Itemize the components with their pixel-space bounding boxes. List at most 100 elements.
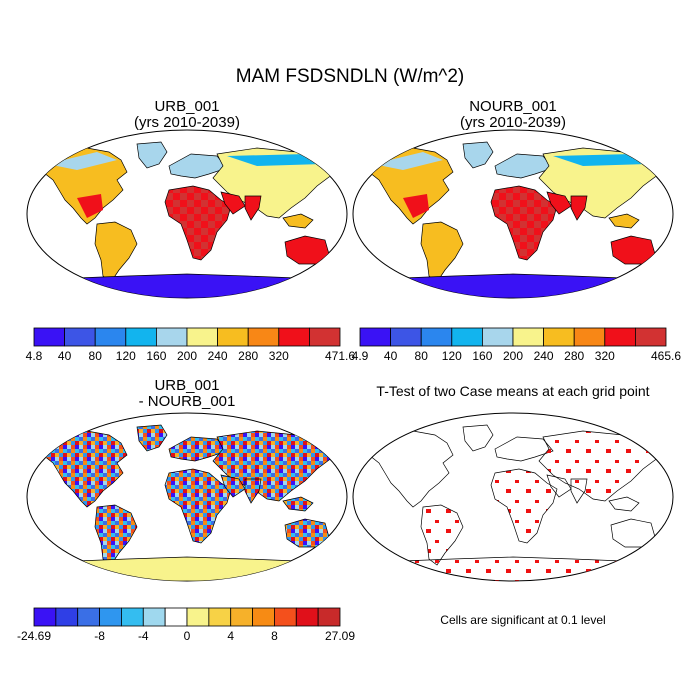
land-seasia xyxy=(608,496,640,512)
colorbar-tick-label: 4 xyxy=(227,629,234,643)
land-namerica xyxy=(36,147,128,225)
colorbar-tick-label: 240 xyxy=(208,349,228,363)
panel-subtitle: - NOURB_001 xyxy=(139,393,236,410)
colorbar-tick-label: 80 xyxy=(415,349,429,363)
colorbar-swatch xyxy=(155,327,188,347)
panel-3: URB_001- NOURB_001 -24.69 -8 -4 0 4 8 27.09 xyxy=(17,377,355,643)
colorbar-swatch xyxy=(543,327,575,347)
panel-4: T-Test of two Case means at each grid po… xyxy=(352,383,674,627)
colorbar-tick-label: 40 xyxy=(384,349,398,363)
colorbar-swatch xyxy=(295,607,319,627)
band-north-america xyxy=(373,152,443,170)
land-antarctica xyxy=(27,556,347,581)
colorbar-tick-label: -4 xyxy=(138,629,149,643)
colorbar-swatch xyxy=(278,327,310,347)
land-seasia xyxy=(608,213,640,229)
world-map xyxy=(352,129,674,299)
colorbar-tick-label: 280 xyxy=(238,349,258,363)
land-antarctica xyxy=(27,273,347,298)
colorbar-swatch xyxy=(208,607,232,627)
colorbar-tick-label: 160 xyxy=(472,349,492,363)
colorbar-swatch xyxy=(94,327,127,347)
colorbar-swatch xyxy=(420,327,453,347)
land-arabia xyxy=(546,191,572,215)
land-india xyxy=(570,478,588,504)
land-europe xyxy=(494,153,554,179)
colorbar: 4.8 40 80 120 160 200 240 280 320 471.6 xyxy=(26,327,355,363)
land-seasia xyxy=(282,213,314,229)
colorbar-tick-label: 160 xyxy=(146,349,166,363)
panel-subtitle: (yrs 2010-2039) xyxy=(134,114,240,131)
colorbar-swatch xyxy=(55,607,79,627)
colorbar-tick-label: 4.8 xyxy=(26,349,43,363)
world-map xyxy=(26,412,348,582)
figure-title: MAM FSDSNDLN (W/m^2) xyxy=(236,66,464,87)
colorbar-tick-label: 4.9 xyxy=(352,349,369,363)
panel-1: URB_001(yrs 2010-2039) 4.8 40 80 120 160 200 24… xyxy=(26,98,356,363)
colorbar-swatch xyxy=(99,607,122,627)
land-seasia xyxy=(282,496,314,512)
colorbar-swatch xyxy=(186,327,219,347)
colorbar-swatch xyxy=(186,607,210,627)
land-namerica xyxy=(36,430,128,508)
colorbar-swatch xyxy=(308,327,341,347)
colorbar-tick-label: 40 xyxy=(58,349,72,363)
land-antarctica xyxy=(353,273,673,298)
colorbar-swatch xyxy=(252,607,275,627)
colorbar-swatch xyxy=(64,327,96,347)
colorbar: -24.69 -8 -4 0 4 8 27.09 xyxy=(17,607,355,643)
colorbar-swatch xyxy=(604,327,636,347)
colorbar-tick-label: 465.6 xyxy=(651,349,681,363)
colorbar-swatch xyxy=(317,607,341,627)
colorbar-tick-label: 0 xyxy=(184,629,191,643)
land-samerica xyxy=(420,221,464,283)
colorbar: 4.9 40 80 120 160 200 240 280 320 465.6 xyxy=(352,327,681,363)
land-india xyxy=(244,195,262,221)
colorbar-tick-label: 200 xyxy=(177,349,197,363)
colorbar-swatch xyxy=(451,327,483,347)
land-greenland xyxy=(136,424,168,452)
colorbar-swatch xyxy=(635,327,667,347)
colorbar-swatch xyxy=(77,607,100,627)
colorbar-swatch xyxy=(142,607,166,627)
land-arabia xyxy=(220,474,246,498)
land-africa xyxy=(490,185,558,261)
land-namerica xyxy=(362,430,454,508)
colorbar-swatch xyxy=(512,327,545,347)
band-mexico xyxy=(403,194,429,218)
colorbar-swatch xyxy=(359,327,392,347)
colorbar-tick-label: 120 xyxy=(442,349,462,363)
colorbar-tick-label: 320 xyxy=(595,349,615,363)
colorbar-tick-label: 80 xyxy=(89,349,103,363)
land-india xyxy=(244,478,262,504)
land-europe xyxy=(168,153,228,179)
land-arabia xyxy=(220,191,246,215)
land-india xyxy=(570,195,588,221)
colorbar-tick-label: 280 xyxy=(564,349,584,363)
band-mexico xyxy=(77,194,103,218)
panel-subtitle: (yrs 2010-2039) xyxy=(460,114,566,131)
colorbar-swatch xyxy=(121,607,144,627)
colorbar-swatch xyxy=(274,607,297,627)
land-greenland xyxy=(462,141,494,169)
colorbar-swatch xyxy=(125,327,157,347)
land-greenland xyxy=(136,141,168,169)
land-antarctica xyxy=(353,556,673,581)
land-samerica xyxy=(94,221,138,283)
panel-2: NOURB_001(yrs 2010-2039) 4.9 40 80 120 160 200… xyxy=(352,98,682,363)
panel-title: T-Test of two Case means at each grid po… xyxy=(376,383,649,399)
land-arabia xyxy=(546,474,572,498)
colorbar-tick-label: -8 xyxy=(94,629,105,643)
colorbar-swatch xyxy=(230,607,253,627)
panel-title: NOURB_001 xyxy=(469,98,557,115)
world-map xyxy=(352,412,674,582)
colorbar-tick-label: 240 xyxy=(534,349,554,363)
colorbar-swatch xyxy=(164,607,188,627)
band-north-america xyxy=(47,152,117,170)
land-europe xyxy=(494,436,554,462)
colorbar-tick-label: -24.69 xyxy=(17,629,51,643)
band-north-asia xyxy=(227,154,323,166)
colorbar-swatch xyxy=(217,327,249,347)
land-samerica xyxy=(94,504,138,566)
